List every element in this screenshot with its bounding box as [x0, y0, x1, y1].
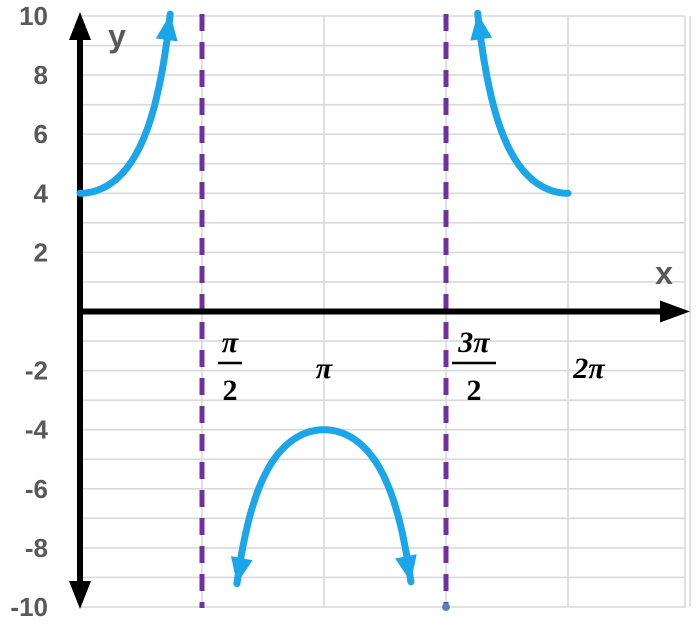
y-axis-arrow-up	[69, 12, 91, 40]
curves	[76, 9, 572, 588]
x-axis-label: x	[655, 255, 673, 291]
curve-middle-branch	[233, 426, 415, 588]
y-axis-arrow-down	[69, 581, 91, 609]
x-tick-label: 2π	[572, 352, 605, 385]
y-tick-label: -6	[25, 474, 48, 504]
curve-left-branch-arrow	[155, 14, 178, 42]
y-tick-label: -8	[25, 533, 48, 563]
y-tick-label: 2	[34, 237, 48, 267]
curve-left-branch	[76, 10, 174, 197]
x-tick-numerator: π	[222, 326, 239, 359]
curve-middle-branch-arrow	[230, 556, 253, 584]
y-tick-label: -10	[10, 592, 48, 622]
y-tick-label: -4	[25, 415, 49, 445]
axes	[69, 12, 690, 609]
y-tick-label: 4	[34, 178, 49, 208]
x-axis-arrow	[660, 300, 690, 323]
x-tick-denominator: 2	[467, 374, 482, 407]
curve-right-branch-arrow	[470, 13, 493, 41]
y-tick-label: 8	[34, 60, 48, 90]
asymptote-end-dot	[442, 603, 451, 611]
y-tick-label: 10	[19, 1, 48, 31]
x-tick-label: π	[316, 352, 333, 385]
y-tick-label: 6	[34, 119, 48, 149]
y-tick-label: -2	[25, 356, 48, 386]
curve-middle-branch-arrow	[395, 554, 417, 582]
x-tick-denominator: 2	[223, 374, 238, 407]
x-tick-numerator: 3π	[457, 326, 490, 359]
curve-right-branch	[474, 9, 572, 197]
y-axis-label: y	[108, 18, 126, 54]
